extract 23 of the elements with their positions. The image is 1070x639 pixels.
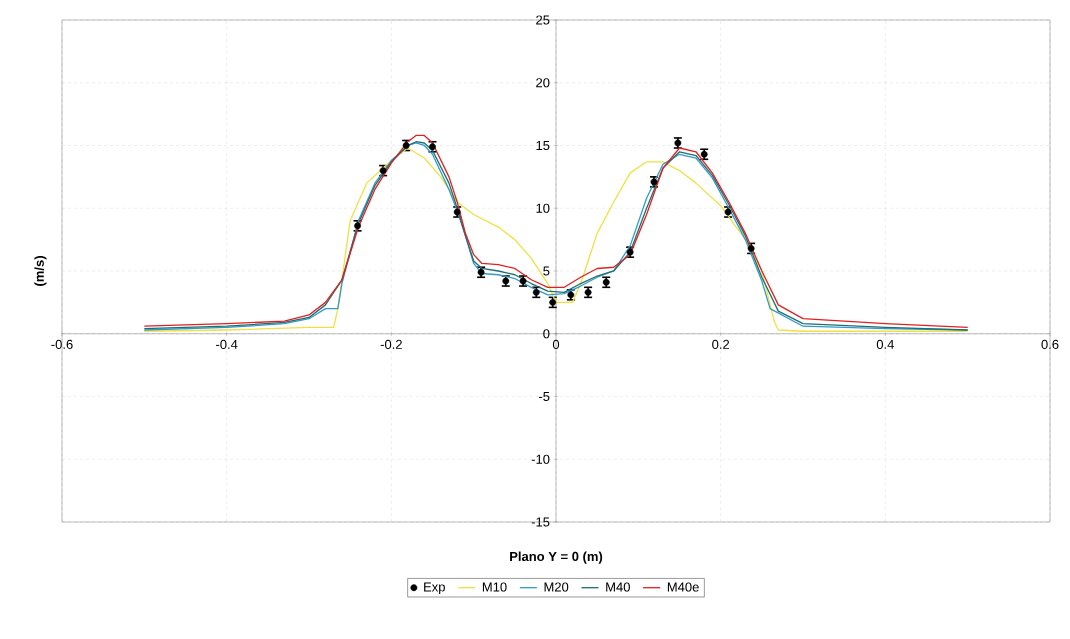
x-tick-label: 0 — [552, 339, 560, 349]
legend-label: M40e — [667, 582, 699, 592]
legend-label: Exp — [424, 582, 445, 595]
y-axis-title: (m/s) — [34, 256, 47, 286]
y-tick-label: 10 — [536, 203, 550, 213]
x-axis-title: Plano Y = 0 (m) — [510, 551, 603, 564]
y-tick-label: 0 — [543, 329, 550, 339]
x-tick-label: 0.4 — [876, 339, 894, 349]
y-tick-label: -5 — [539, 391, 550, 402]
legend-label: M20 — [544, 582, 569, 592]
y-tick-label: -15 — [531, 517, 550, 527]
x-tick-label: -0.2 — [380, 339, 402, 349]
y-tick-label: 15 — [536, 140, 550, 151]
legend-label: M10 — [482, 582, 507, 592]
x-tick-label: 0.6 — [1041, 339, 1059, 349]
y-tick-label: -10 — [531, 454, 550, 464]
x-tick-label: -0.4 — [216, 339, 238, 349]
y-tick-label: 25 — [536, 15, 550, 25]
y-tick-label: 20 — [536, 78, 550, 88]
y-tick-label: 5 — [543, 266, 550, 276]
x-tick-label: 0.2 — [712, 339, 730, 349]
legend-label: M40 — [606, 582, 630, 592]
x-tick-label: -0.6 — [51, 339, 73, 349]
